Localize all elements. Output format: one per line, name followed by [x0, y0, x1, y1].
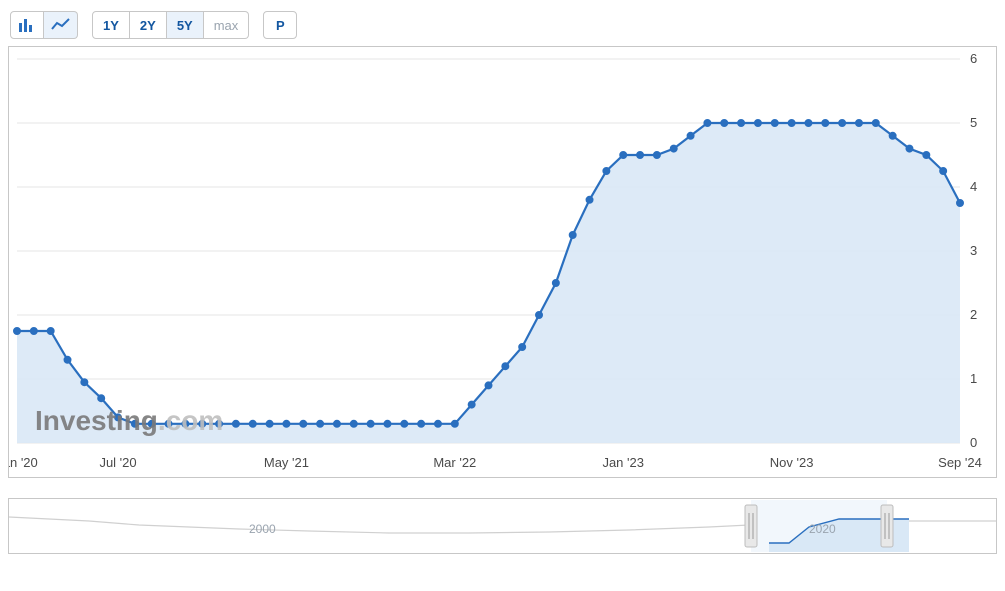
chart-toolbar: 1Y 2Y 5Y max P [10, 8, 311, 42]
svg-text:0: 0 [970, 435, 977, 450]
chart-svg: 0 1 2 3 4 5 6 Jan '20 Jul '20 May '21 Mar '22 Jan '… [9, 47, 996, 477]
svg-text:2020: 2020 [809, 522, 836, 536]
chart-type-line-button[interactable] [44, 11, 78, 39]
svg-text:Jan '23: Jan '23 [602, 455, 644, 470]
range-2y-button[interactable]: 2Y [130, 11, 167, 39]
chart-type-bar-button[interactable] [10, 11, 44, 39]
svg-text:6: 6 [970, 51, 977, 66]
range-handle[interactable] [745, 505, 757, 547]
range-1y-button[interactable]: 1Y [92, 11, 130, 39]
main-chart: 0 1 2 3 4 5 6 Jan '20 Jul '20 May '21 Mar '22 Jan '… [8, 46, 997, 478]
svg-text:3: 3 [970, 243, 977, 258]
range-selector-svg[interactable]: 2000 2020 [9, 499, 996, 553]
p-group: P [263, 11, 297, 39]
bar-chart-icon [18, 17, 36, 33]
svg-text:Sep '24: Sep '24 [938, 455, 982, 470]
chart-type-group [10, 11, 78, 39]
time-range-group: 1Y 2Y 5Y max [92, 11, 249, 39]
svg-text:5: 5 [970, 115, 977, 130]
svg-text:1: 1 [970, 371, 977, 386]
svg-text:May '21: May '21 [264, 455, 309, 470]
svg-text:2: 2 [970, 307, 977, 322]
svg-text:Jul '20: Jul '20 [99, 455, 136, 470]
svg-text:Mar '22: Mar '22 [433, 455, 476, 470]
range-selector: 2000 2020 [8, 498, 997, 554]
p-button[interactable]: P [263, 11, 297, 39]
range-handle[interactable] [881, 505, 893, 547]
range-5y-button[interactable]: 5Y [167, 11, 204, 39]
svg-text:2000: 2000 [249, 522, 276, 536]
svg-text:4: 4 [970, 179, 977, 194]
svg-text:Jan '20: Jan '20 [9, 455, 38, 470]
range-max-button[interactable]: max [204, 11, 250, 39]
line-chart-icon [51, 17, 71, 33]
svg-text:Nov '23: Nov '23 [770, 455, 814, 470]
